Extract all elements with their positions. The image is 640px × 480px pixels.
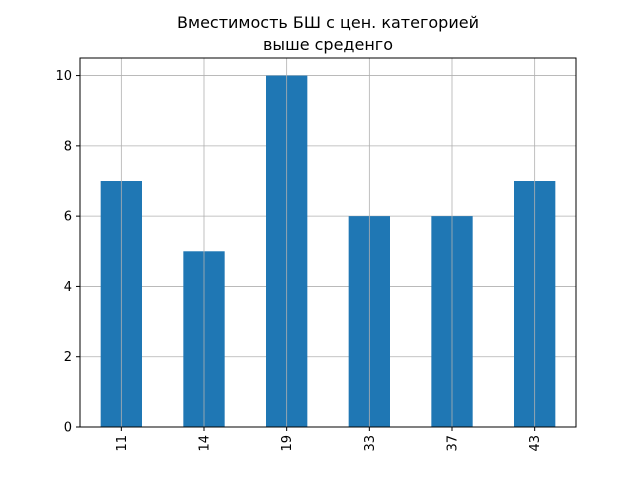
y-tick-label: 2 xyxy=(64,350,72,365)
plot-frame xyxy=(79,57,577,428)
y-tick-label: 6 xyxy=(64,210,72,225)
chart-title-line-2: выше среденго xyxy=(263,35,393,54)
y-tick-label: 10 xyxy=(55,69,72,84)
x-tick-label: 33 xyxy=(363,435,378,452)
axes xyxy=(79,57,577,428)
x-tick-label: 19 xyxy=(280,435,295,452)
chart-title-line-1: Вместимость БШ с цен. категорией xyxy=(177,13,479,32)
y-tick-label: 4 xyxy=(64,280,72,295)
x-tick-label: 43 xyxy=(528,435,543,452)
x-tick-label: 37 xyxy=(446,435,461,452)
bars xyxy=(100,75,556,428)
y-tick-label: 8 xyxy=(64,139,72,154)
grid xyxy=(80,75,576,428)
x-tick-label: 14 xyxy=(198,435,213,452)
y-tick-label: 0 xyxy=(64,421,72,436)
ticks: 0 2 4 6 8 10 11 14 19 33 37 43 xyxy=(55,69,543,451)
x-tick-label: 11 xyxy=(115,435,130,452)
